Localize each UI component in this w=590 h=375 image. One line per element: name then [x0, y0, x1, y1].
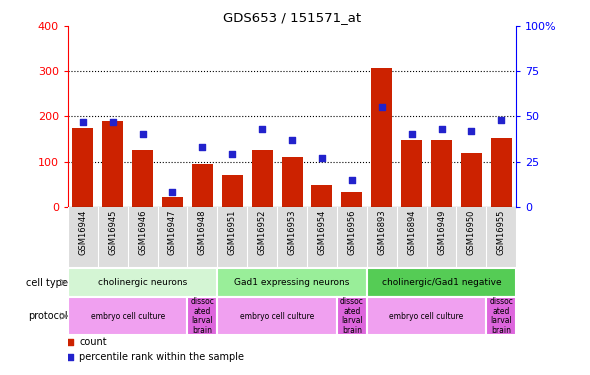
Point: [257, 126, 267, 132]
Bar: [73, 128, 93, 207]
Bar: [102, 121, 123, 207]
Point: [467, 128, 476, 134]
Text: GSM16945: GSM16945: [108, 210, 117, 255]
Point: [78, 119, 87, 125]
Text: GSM16893: GSM16893: [377, 210, 386, 255]
Text: percentile rank within the sample: percentile rank within the sample: [79, 352, 244, 362]
Text: GSM16951: GSM16951: [228, 210, 237, 255]
Point: [497, 117, 506, 123]
Bar: [217, 268, 367, 297]
Text: dissoc
ated
larval
brain: dissoc ated larval brain: [340, 297, 364, 335]
Point: [287, 137, 297, 143]
Text: GSM16955: GSM16955: [497, 210, 506, 255]
Text: GSM16950: GSM16950: [467, 210, 476, 255]
Text: cholinergic/Gad1 negative: cholinergic/Gad1 negative: [382, 278, 502, 287]
Text: count: count: [79, 338, 107, 348]
Text: GSM16949: GSM16949: [437, 210, 446, 255]
Bar: [486, 297, 516, 335]
Text: embryo cell culture: embryo cell culture: [240, 312, 314, 321]
Text: GSM16953: GSM16953: [287, 210, 297, 255]
Text: embryo cell culture: embryo cell culture: [389, 312, 464, 321]
Bar: [367, 268, 516, 297]
Text: GSM16946: GSM16946: [138, 210, 147, 255]
Title: GDS653 / 151571_at: GDS653 / 151571_at: [223, 11, 361, 24]
Point: [65, 354, 75, 360]
Point: [347, 177, 356, 183]
Text: GSM16956: GSM16956: [348, 210, 356, 255]
Bar: [491, 138, 512, 207]
Point: [317, 155, 327, 161]
Point: [138, 132, 148, 138]
Text: Gad1 expressing neurons: Gad1 expressing neurons: [234, 278, 350, 287]
Bar: [312, 185, 332, 207]
Bar: [367, 297, 486, 335]
Point: [377, 104, 386, 110]
Bar: [68, 268, 217, 297]
Bar: [431, 140, 452, 207]
Text: GSM16944: GSM16944: [78, 210, 87, 255]
Text: GSM16954: GSM16954: [317, 210, 326, 255]
Point: [198, 144, 207, 150]
Point: [168, 189, 177, 195]
Bar: [401, 140, 422, 207]
Text: protocol: protocol: [28, 311, 67, 321]
Text: embryo cell culture: embryo cell culture: [90, 312, 165, 321]
Point: [437, 126, 446, 132]
Text: dissoc
ated
larval
brain: dissoc ated larval brain: [489, 297, 513, 335]
Text: cholinergic neurons: cholinergic neurons: [98, 278, 187, 287]
Text: cell type: cell type: [26, 278, 67, 288]
Bar: [461, 153, 482, 207]
Bar: [342, 192, 362, 207]
Text: GSM16894: GSM16894: [407, 210, 416, 255]
Point: [228, 151, 237, 157]
Bar: [188, 297, 217, 335]
Bar: [252, 150, 273, 207]
Point: [407, 132, 417, 138]
Bar: [132, 150, 153, 207]
Bar: [281, 157, 303, 207]
Bar: [337, 297, 367, 335]
Bar: [371, 68, 392, 207]
Bar: [68, 297, 188, 335]
Bar: [222, 175, 242, 207]
Text: GSM16948: GSM16948: [198, 210, 207, 255]
Text: GSM16947: GSM16947: [168, 210, 177, 255]
Text: GSM16952: GSM16952: [258, 210, 267, 255]
Point: [108, 119, 117, 125]
Bar: [162, 196, 183, 207]
Bar: [217, 297, 337, 335]
Bar: [192, 164, 213, 207]
Point: [65, 339, 75, 345]
Text: dissoc
ated
larval
brain: dissoc ated larval brain: [191, 297, 214, 335]
